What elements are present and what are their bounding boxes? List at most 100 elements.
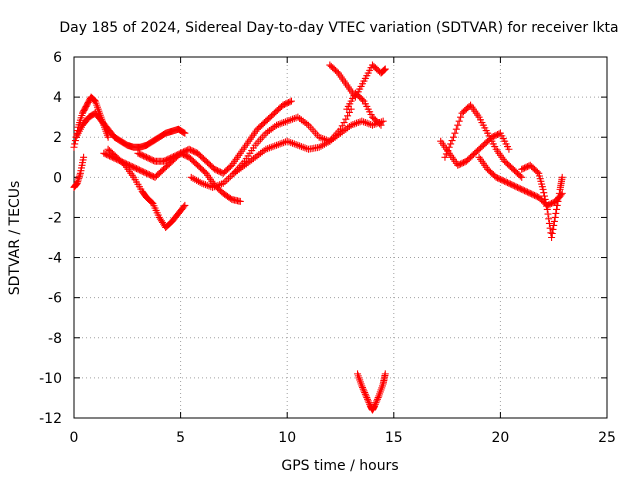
data-point: [368, 121, 376, 129]
data-point: [209, 183, 217, 191]
x-tick-label: 0: [70, 430, 79, 446]
data-point: [362, 392, 370, 400]
data-point: [552, 209, 560, 217]
data-point-interp: [276, 120, 284, 128]
data-point-interp: [545, 219, 553, 227]
data-point-interp: [319, 135, 327, 143]
data-point-interp: [338, 122, 346, 130]
data-point-interp: [193, 176, 201, 184]
data-point-interp: [244, 159, 252, 167]
data-point-interp: [280, 119, 288, 127]
data-point-interp: [194, 177, 202, 185]
data-point-interp: [225, 174, 233, 182]
data-point: [283, 117, 291, 125]
data-point-interp: [361, 119, 369, 127]
data-point-interp: [533, 168, 541, 176]
data-point-interp: [201, 181, 209, 189]
data-point-interp: [554, 197, 562, 205]
data-point-interp: [203, 181, 211, 189]
data-point: [381, 65, 389, 73]
data-point-interp: [349, 121, 357, 129]
data-point-interp: [264, 145, 272, 153]
data-point-interp: [248, 156, 256, 164]
data-point: [251, 153, 259, 161]
data-point-interp: [352, 119, 360, 127]
data-point-interp: [344, 124, 352, 132]
data-point-interp: [285, 117, 293, 125]
data-point: [558, 173, 566, 181]
data-point: [377, 121, 385, 129]
data-point-interp: [280, 139, 288, 147]
series-arc-j: [354, 370, 389, 414]
data-point: [262, 129, 270, 137]
x-axis-label: GPS time / hours: [281, 458, 398, 474]
x-tick-label: 5: [176, 430, 185, 446]
y-tick-label: 0: [53, 170, 62, 186]
data-point-interp: [324, 137, 332, 145]
data-point-interp: [271, 123, 279, 131]
data-point-interp: [228, 171, 236, 179]
data-point-interp: [359, 385, 367, 393]
data-point-interp: [205, 182, 213, 190]
data-point-interp: [376, 120, 384, 128]
data-point-interp: [363, 394, 371, 402]
y-tick-label: -2: [48, 210, 62, 226]
data-point: [347, 121, 355, 129]
series-arc-n: [518, 161, 566, 241]
data-point-interp: [71, 137, 79, 145]
data-point-interp: [299, 143, 307, 151]
data-point: [236, 197, 244, 205]
data-point-interp: [454, 121, 462, 129]
data-point: [273, 141, 281, 149]
data-point: [187, 173, 195, 181]
data-point-interp: [354, 119, 362, 127]
data-point-interp: [553, 201, 561, 209]
data-point: [505, 145, 513, 153]
data-point: [315, 143, 323, 151]
series-arc-k: [437, 129, 513, 169]
data-point-interp: [278, 139, 286, 147]
series-arc-l: [441, 101, 526, 181]
data-point: [337, 125, 344, 133]
data-point-interp: [71, 140, 79, 148]
data-point-interp: [249, 155, 257, 163]
x-tick-label: 10: [278, 430, 296, 446]
data-point: [273, 121, 281, 129]
data-point-interp: [264, 128, 272, 136]
y-tick-label: 4: [53, 90, 62, 106]
data-point-interp: [340, 119, 348, 127]
data-point-interp: [359, 96, 367, 104]
data-point-interp: [319, 141, 327, 149]
data-point-interp: [265, 144, 273, 152]
data-point-interp: [296, 142, 304, 150]
data-point: [181, 201, 189, 209]
y-tick-label: 6: [53, 50, 62, 66]
data-layer: [70, 61, 566, 414]
data-point-interp: [361, 390, 369, 398]
data-point-interp: [200, 180, 208, 188]
data-point: [287, 97, 295, 105]
data-point-interp: [287, 139, 295, 147]
series-arc-g: [230, 105, 355, 177]
data-point-interp: [297, 143, 305, 151]
data-point-interp: [265, 127, 273, 135]
data-point-interp: [301, 144, 309, 152]
data-point-interp: [365, 399, 373, 407]
data-point-interp: [444, 147, 452, 155]
tick-layer: 0 5 10 15 20 25 -12 -10 -8 -6 -4 -2 0 2 4 6: [39, 50, 616, 446]
y-tick-label: -4: [48, 251, 62, 267]
data-point-interp: [257, 149, 265, 157]
data-point-interp: [292, 141, 300, 149]
data-point-interp: [555, 189, 563, 197]
data-point-interp: [448, 137, 456, 145]
data-point: [198, 179, 206, 187]
data-point-interp: [285, 138, 293, 146]
series-arc-f: [187, 117, 387, 191]
data-point: [358, 117, 366, 125]
data-point: [262, 145, 270, 153]
data-point-interp: [342, 115, 350, 123]
data-point-interp: [299, 117, 307, 125]
data-point-interp: [442, 150, 450, 158]
